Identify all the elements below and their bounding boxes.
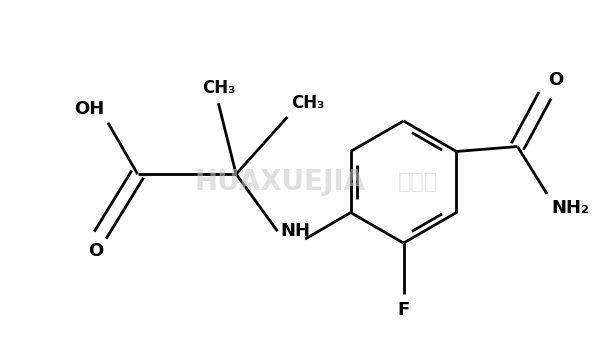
- Text: F: F: [397, 301, 410, 319]
- Text: CH₃: CH₃: [201, 79, 235, 97]
- Text: NH: NH: [280, 222, 310, 240]
- Text: O: O: [87, 242, 103, 260]
- Text: O: O: [548, 71, 563, 90]
- Text: HUAXUEJIA: HUAXUEJIA: [195, 168, 366, 196]
- Text: NH₂: NH₂: [551, 199, 589, 217]
- Text: CH₃: CH₃: [291, 94, 325, 112]
- Text: 化学加: 化学加: [398, 172, 439, 192]
- Text: OH: OH: [74, 100, 104, 118]
